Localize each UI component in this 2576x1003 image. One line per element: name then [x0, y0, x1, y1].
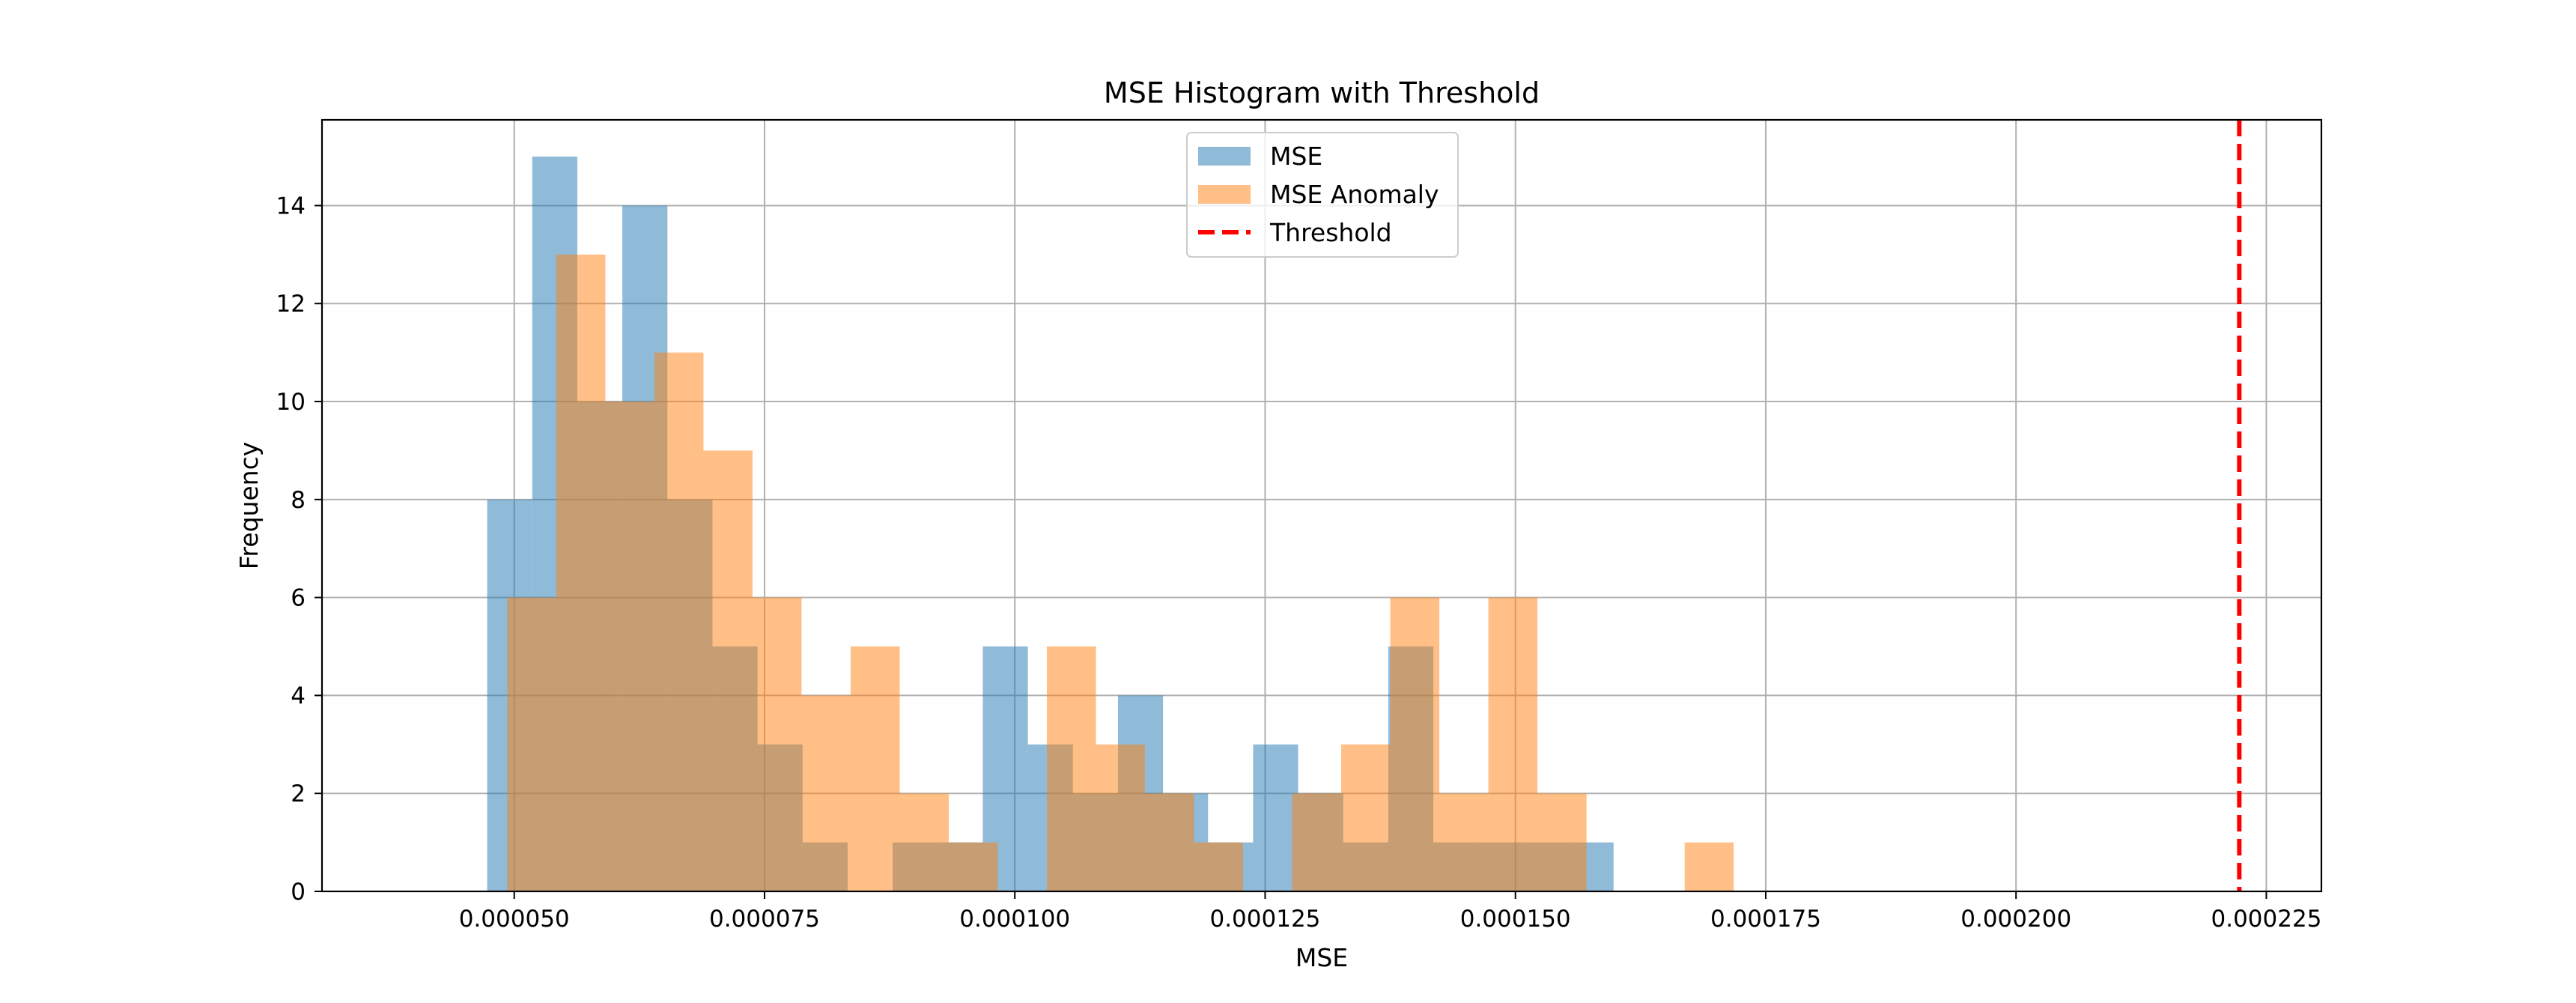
legend-label-mse-anomaly: MSE Anomaly	[1270, 180, 1439, 209]
bar-mse-anomaly	[1341, 744, 1391, 891]
bar-mse-anomaly	[1439, 793, 1489, 891]
x-tick-label: 0.000175	[1710, 906, 1821, 933]
bar-mse-anomaly	[1194, 842, 1244, 891]
bar-mse-anomaly	[703, 450, 753, 891]
bar-mse-anomaly	[801, 695, 851, 891]
y-tick-label: 6	[291, 585, 306, 612]
y-tick-label: 8	[291, 487, 306, 514]
legend-swatch-mse	[1198, 147, 1251, 166]
bar-mse-anomaly	[605, 401, 654, 891]
bar-mse-anomaly	[1390, 597, 1440, 891]
bar-mse-anomaly	[850, 646, 900, 891]
y-axis-label: Frequency	[234, 442, 264, 569]
bar-mse-anomaly	[1684, 842, 1734, 891]
x-axis-label: MSE	[1295, 943, 1348, 972]
bar-mse-anomaly	[1292, 793, 1342, 891]
y-tick-label: 2	[291, 781, 306, 807]
histogram-bars	[487, 157, 1734, 892]
x-tick-label: 0.000050	[459, 906, 570, 933]
bar-mse-anomaly	[1537, 793, 1587, 891]
x-tick-label: 0.000200	[1960, 906, 2071, 933]
y-axis-ticks: 0 2 4 6 8 10 12 14	[276, 193, 322, 906]
x-tick-label: 0.000150	[1460, 906, 1571, 933]
bar-mse-anomaly	[1145, 793, 1194, 891]
bar-mse-anomaly	[556, 254, 606, 891]
bar-mse-anomaly	[507, 597, 556, 891]
legend-label-mse: MSE	[1270, 142, 1322, 171]
y-tick-label: 12	[276, 291, 306, 318]
x-tick-label: 0.000225	[2211, 906, 2322, 933]
y-tick-label: 4	[291, 682, 306, 709]
legend-swatch-mse-anomaly	[1198, 185, 1251, 204]
axes-frame	[321, 118, 2323, 893]
x-tick-label: 0.000075	[709, 906, 820, 933]
bar-mse-anomaly	[752, 597, 802, 891]
legend: MSE MSE Anomaly Threshold	[1186, 132, 1459, 258]
x-tick-label: 0.000125	[1209, 906, 1320, 933]
legend-box	[1186, 132, 1459, 258]
bar-mse	[1253, 744, 1298, 891]
series-mse-anomaly	[507, 254, 1734, 892]
legend-label-threshold: Threshold	[1269, 218, 1392, 247]
y-tick-label: 0	[291, 879, 306, 906]
bar-mse-anomaly	[948, 842, 998, 891]
x-tick-label: 0.000100	[959, 906, 1070, 933]
bar-mse-anomaly	[1046, 646, 1096, 891]
bar-mse-anomaly	[1096, 744, 1146, 891]
bar-mse-anomaly	[654, 352, 704, 892]
bar-mse-anomaly	[899, 793, 949, 891]
y-tick-label: 10	[276, 389, 306, 416]
bar-mse-anomaly	[1488, 597, 1538, 891]
chart-title: MSE Histogram with Threshold	[1104, 76, 1540, 109]
x-axis-ticks: 0.000050 0.000075 0.000100 0.000125 0.000150…	[459, 891, 2322, 933]
y-tick-label: 14	[276, 193, 306, 219]
